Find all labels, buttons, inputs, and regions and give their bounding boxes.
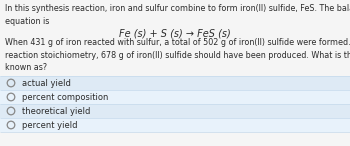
FancyBboxPatch shape <box>0 118 350 132</box>
Text: actual yield: actual yield <box>22 79 71 87</box>
Text: percent yield: percent yield <box>22 120 77 130</box>
Text: When 431 g of iron reacted with sulfur, a total of 502 g of iron(II) sulfide wer: When 431 g of iron reacted with sulfur, … <box>5 38 350 72</box>
FancyBboxPatch shape <box>0 90 350 104</box>
FancyBboxPatch shape <box>0 76 350 90</box>
Text: percent composition: percent composition <box>22 93 108 101</box>
FancyBboxPatch shape <box>0 104 350 118</box>
Text: In this synthesis reaction, iron and sulfur combine to form iron(II) sulfide, Fe: In this synthesis reaction, iron and sul… <box>5 4 350 26</box>
Text: Fe (s) + S (s) → FeS (s): Fe (s) + S (s) → FeS (s) <box>119 29 231 39</box>
Text: theoretical yield: theoretical yield <box>22 106 90 115</box>
